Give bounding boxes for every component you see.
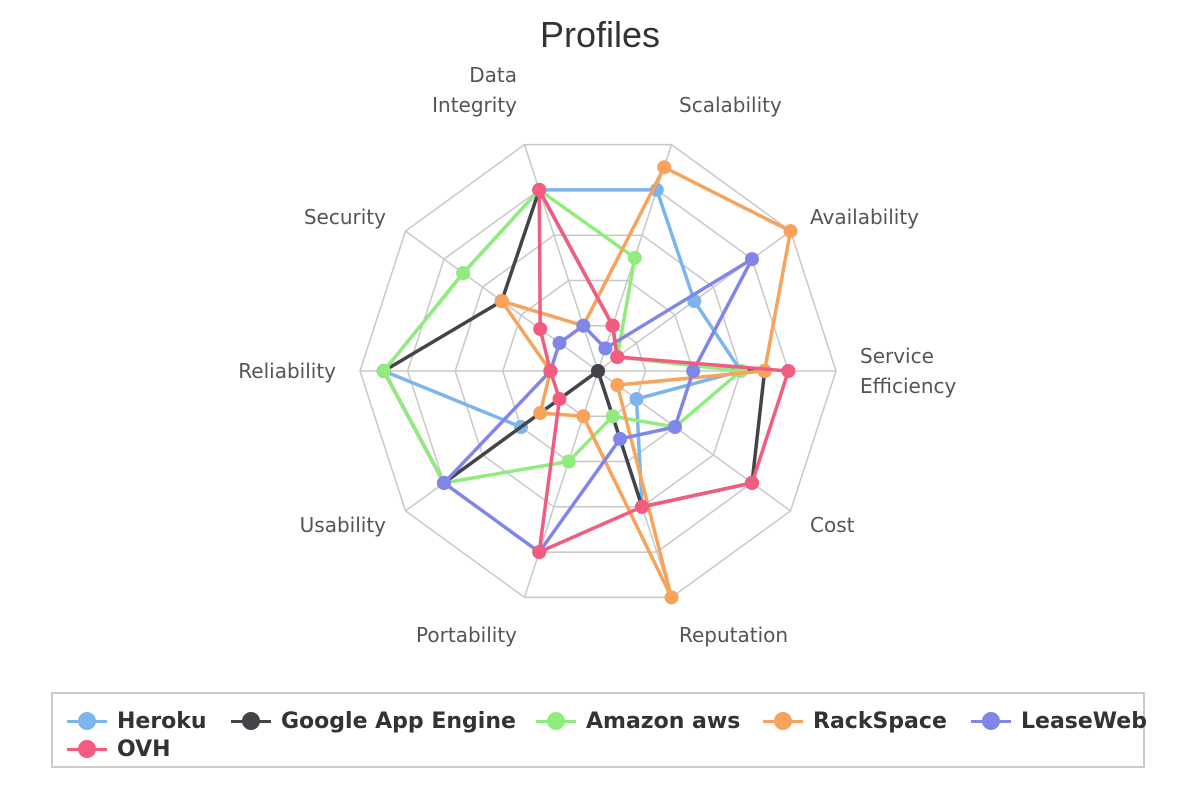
data-point xyxy=(668,420,682,434)
axis-label-4: Reputation xyxy=(679,623,788,647)
legend: Heroku Google App Engine Amazon aws RackSpa… xyxy=(51,692,1147,768)
legend-swatch-icon xyxy=(763,711,803,731)
axis-label-0: Scalability xyxy=(679,93,782,117)
axis-label-2: Service Efficiency xyxy=(860,344,957,398)
series-layer xyxy=(376,160,798,605)
axis-label-line: Usability xyxy=(300,513,387,537)
data-point xyxy=(543,364,558,378)
data-point xyxy=(686,364,701,378)
legend-swatch-icon xyxy=(67,711,107,731)
data-point xyxy=(783,224,798,239)
legend-item-amazon-aws[interactable]: Amazon aws xyxy=(536,707,740,735)
data-point xyxy=(605,318,620,333)
data-point xyxy=(532,545,547,560)
axis-label-7: Reliability xyxy=(238,359,336,383)
data-point xyxy=(598,341,613,356)
legend-item-rackspace[interactable]: RackSpace xyxy=(763,707,947,735)
data-point xyxy=(610,350,625,364)
data-point xyxy=(781,364,796,378)
data-point xyxy=(591,364,605,378)
data-point xyxy=(494,294,509,309)
axis-label-line: Integrity xyxy=(432,93,517,117)
legend-label: OVH xyxy=(117,736,171,762)
axis-labels: Scalability Availability Service Efficiency… xyxy=(238,63,956,647)
legend-label: Google App Engine xyxy=(281,708,516,734)
spoke-9 xyxy=(523,144,599,372)
axis-label-3: Cost xyxy=(810,513,855,537)
axis-label-line: Reputation xyxy=(679,623,788,647)
legend-swatch-icon xyxy=(231,711,271,731)
data-point xyxy=(664,590,679,605)
chart-title: Profiles xyxy=(539,14,661,55)
axis-label-line: Portability xyxy=(416,623,517,647)
data-point xyxy=(376,364,391,378)
data-point xyxy=(629,392,644,406)
data-point xyxy=(552,392,567,406)
legend-label: RackSpace xyxy=(813,708,947,734)
axis-label-line: Reliability xyxy=(238,359,336,383)
legend-item-ovh[interactable]: OVH xyxy=(67,735,171,763)
axis-label-1: Availability xyxy=(810,205,919,229)
data-point xyxy=(532,182,547,197)
data-point xyxy=(456,266,471,281)
spoke-5 xyxy=(523,370,599,598)
legend-item-heroku[interactable]: Heroku xyxy=(67,707,207,735)
axis-label-line: Efficiency xyxy=(860,374,957,398)
axis-label-line: Service xyxy=(860,344,934,368)
axis-label-8: Security xyxy=(304,205,386,229)
axis-label-line: Availability xyxy=(810,205,919,229)
data-point xyxy=(576,318,591,333)
data-point xyxy=(561,454,576,469)
data-point xyxy=(745,475,759,490)
axis-label-line: Data xyxy=(469,63,517,87)
data-point xyxy=(635,499,650,514)
axis-label-line: Scalability xyxy=(679,93,782,117)
data-point xyxy=(657,160,672,175)
axis-label-5: Portability xyxy=(416,623,517,647)
data-point xyxy=(627,250,642,265)
data-point xyxy=(610,378,625,392)
axis-label-line: Cost xyxy=(810,513,855,537)
spoke-3 xyxy=(597,370,791,512)
legend-item-leaseweb[interactable]: LeaseWeb xyxy=(971,707,1147,735)
legend-swatch-icon xyxy=(971,711,1011,731)
radar-chart: Scalability Availability Service Efficiency… xyxy=(238,63,956,647)
series-line xyxy=(442,257,754,554)
data-point xyxy=(552,336,567,350)
axis-label-6: Usability xyxy=(300,513,387,537)
legend-item-google-app-engine[interactable]: Google App Engine xyxy=(231,707,516,735)
legend-swatch-icon xyxy=(536,711,576,731)
data-point xyxy=(605,409,620,424)
legend-label: Heroku xyxy=(117,708,207,734)
data-point xyxy=(576,409,591,424)
legend-label: Amazon aws xyxy=(586,708,741,734)
axis-label-line: Security xyxy=(304,205,386,229)
legend-label: LeaseWeb xyxy=(1021,708,1147,734)
data-point xyxy=(533,322,548,336)
data-point xyxy=(437,475,451,490)
data-point xyxy=(745,252,759,267)
legend-swatch-icon xyxy=(67,739,107,759)
data-point xyxy=(533,406,548,420)
series-ovh xyxy=(532,182,796,560)
axis-label-9: Data Integrity xyxy=(432,63,517,117)
data-point xyxy=(613,431,628,446)
